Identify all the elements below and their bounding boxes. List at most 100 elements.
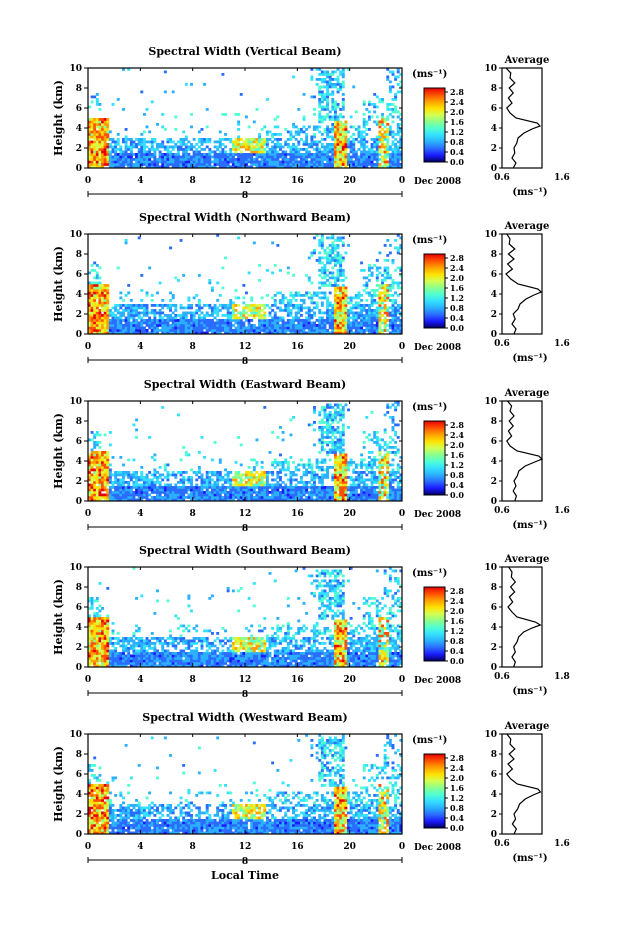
average-unit: (ms⁻¹) xyxy=(512,353,547,364)
colorbar-tick-label: 1.6 xyxy=(450,783,464,793)
y-tick-label: 0 xyxy=(76,830,82,840)
x-tick-label: 8 xyxy=(190,342,196,352)
average-y-tick-label: 4 xyxy=(491,790,497,800)
date-label: Dec 2008 xyxy=(414,510,461,520)
colorbar-unit: (ms⁻¹) xyxy=(412,235,447,246)
average-y-tick-label: 8 xyxy=(491,250,497,260)
colorbar-tick-label: 1.6 xyxy=(450,117,464,127)
average-profile-line xyxy=(507,566,542,668)
y-tick-label: 10 xyxy=(69,230,82,240)
x-tick-label: 12 xyxy=(239,675,252,685)
panel-1: Spectral Width (Vertical Beam) 0 2 4 6 8 10 Hei… xyxy=(52,45,570,201)
average-unit: (ms⁻¹) xyxy=(512,686,547,697)
x-tick-label: 20 xyxy=(343,342,356,352)
x-tick-label: 20 xyxy=(343,842,356,852)
y-axis-label: Height (km) xyxy=(52,80,65,156)
average-y-tick-label: 10 xyxy=(484,397,497,407)
heatmap-cells xyxy=(88,234,403,335)
colorbar xyxy=(423,253,446,329)
colorbar-tick-label: 0.0 xyxy=(450,323,464,333)
heatmap-cells xyxy=(88,567,403,668)
x-tick-label: 0 xyxy=(85,342,91,352)
y-tick-label: 6 xyxy=(76,104,82,114)
colorbar-unit: (ms⁻¹) xyxy=(412,402,447,413)
colorbar-tick-label: 2.0 xyxy=(450,440,464,450)
colorbar-tick-label: 0.4 xyxy=(450,313,464,323)
average-y-tick-label: 2 xyxy=(491,810,497,820)
x-tick-label: 12 xyxy=(239,842,252,852)
x-tick-label: 0 xyxy=(85,842,91,852)
day-label: 8 xyxy=(242,357,248,367)
x-tick-label: 4 xyxy=(137,509,143,519)
panel-title: Spectral Width (Northward Beam) xyxy=(139,211,351,224)
y-tick-label: 0 xyxy=(76,497,82,507)
average-y-tick-label: 6 xyxy=(491,603,497,613)
date-label: Dec 2008 xyxy=(414,676,461,686)
x-tick-label: 4 xyxy=(137,842,143,852)
x-tick-label: 4 xyxy=(137,675,143,685)
colorbar-tick-label: 1.2 xyxy=(450,626,464,636)
average-y-tick-label: 10 xyxy=(484,230,497,240)
colorbar-tick-label: 1.2 xyxy=(450,793,464,803)
x-tick-label: 12 xyxy=(239,176,252,186)
y-tick-label: 4 xyxy=(76,124,82,134)
y-tick-label: 8 xyxy=(76,583,82,593)
colorbar-tick-label: 2.4 xyxy=(450,596,464,606)
colorbar-unit: (ms⁻¹) xyxy=(412,568,447,579)
panel-3: Spectral Width (Eastward Beam) 0 2 4 6 8 10 Hei… xyxy=(52,378,570,534)
average-profile-line xyxy=(505,67,542,169)
average-title: Average xyxy=(504,221,550,232)
y-tick-label: 10 xyxy=(69,64,82,74)
y-tick-label: 6 xyxy=(76,437,82,447)
average-frame xyxy=(501,733,543,835)
colorbar xyxy=(423,87,446,163)
colorbar-tick-label: 2.8 xyxy=(450,586,464,596)
colorbar-tick-label: 0.4 xyxy=(450,646,464,656)
colorbar-tick-label: 1.6 xyxy=(450,283,464,293)
day-label: 8 xyxy=(242,857,248,867)
colorbar-tick-label: 2.4 xyxy=(450,763,464,773)
y-axis-label: Height (km) xyxy=(52,579,65,655)
average-title: Average xyxy=(504,721,550,732)
y-axis-label: Height (km) xyxy=(52,746,65,822)
panel-4: Spectral Width (Southward Beam) 0 2 4 6 8 10 He… xyxy=(52,544,570,700)
colorbar xyxy=(423,586,446,662)
day-label: 8 xyxy=(242,524,248,534)
average-x-tick-label: 1.8 xyxy=(554,672,570,682)
y-tick-label: 8 xyxy=(76,250,82,260)
y-tick-label: 2 xyxy=(76,477,82,487)
colorbar-tick-label: 2.0 xyxy=(450,107,464,117)
colorbar-tick-label: 2.4 xyxy=(450,430,464,440)
average-y-tick-label: 8 xyxy=(491,750,497,760)
x-tick-label: 0 xyxy=(399,342,405,352)
x-tick-label: 12 xyxy=(239,509,252,519)
panels-group: Spectral Width (Vertical Beam) 0 2 4 6 8 10 Hei… xyxy=(52,45,570,867)
average-x-tick-label: 0.6 xyxy=(494,672,510,682)
average-y-tick-label: 8 xyxy=(491,417,497,427)
colorbar-tick-label: 1.2 xyxy=(450,293,464,303)
average-frame xyxy=(501,400,543,502)
average-unit: (ms⁻¹) xyxy=(512,520,547,531)
average-y-tick-label: 6 xyxy=(491,104,497,114)
average-y-tick-label: 8 xyxy=(491,84,497,94)
colorbar-tick-label: 1.2 xyxy=(450,460,464,470)
average-x-tick-label: 1.6 xyxy=(554,339,570,349)
colorbar-tick-label: 0.0 xyxy=(450,823,464,833)
average-y-tick-label: 10 xyxy=(484,563,497,573)
average-y-tick-label: 0 xyxy=(491,330,497,340)
x-tick-label: 20 xyxy=(343,509,356,519)
x-tick-label: 8 xyxy=(190,509,196,519)
average-x-tick-label: 0.6 xyxy=(494,506,510,516)
y-tick-label: 2 xyxy=(76,810,82,820)
average-y-tick-label: 0 xyxy=(491,830,497,840)
x-tick-label: 20 xyxy=(343,675,356,685)
average-x-tick-label: 1.6 xyxy=(554,506,570,516)
average-unit: (ms⁻¹) xyxy=(512,187,547,198)
date-label: Dec 2008 xyxy=(414,343,461,353)
average-y-tick-label: 0 xyxy=(491,497,497,507)
colorbar xyxy=(423,420,446,496)
x-tick-label: 4 xyxy=(137,176,143,186)
x-tick-label: 12 xyxy=(239,342,252,352)
average-title: Average xyxy=(504,554,550,565)
